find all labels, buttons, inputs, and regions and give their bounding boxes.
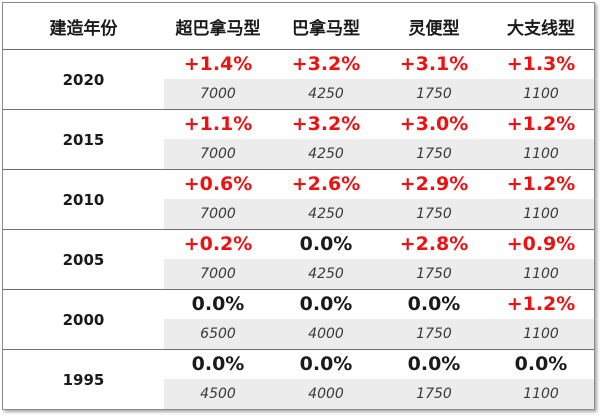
price-value: 4000 xyxy=(272,319,380,349)
price-value: 1100 xyxy=(488,379,594,409)
cell-feedermax: 0.0% 1100 xyxy=(488,349,594,409)
cell-post-panamax: +0.6% 7000 xyxy=(164,169,272,230)
table-header: 建造年份 超巴拿马型 巴拿马型 灵便型 大支线型 xyxy=(3,3,594,50)
header-post-panamax: 超巴拿马型 xyxy=(164,3,272,50)
build-year-cell: 2005 xyxy=(3,229,164,290)
percent-change: +1.2% xyxy=(488,290,594,319)
cell-handy: 0.0% 1750 xyxy=(380,289,488,350)
cell-post-panamax: +1.4% 7000 xyxy=(164,49,272,110)
price-value: 7000 xyxy=(164,139,272,169)
price-value: 1750 xyxy=(380,259,488,289)
price-value: 1750 xyxy=(380,139,488,169)
table-row: 2005 +0.2% 7000 0.0% 4250 +2.8% 1750 +0.9% 1100 xyxy=(3,229,594,290)
percent-change: 0.0% xyxy=(164,350,272,379)
price-value: 1100 xyxy=(488,79,594,109)
price-value: 4500 xyxy=(164,379,272,409)
cell-panamax: +3.2% 4250 xyxy=(272,109,380,170)
percent-change: +3.2% xyxy=(272,50,380,79)
percent-change: +1.4% xyxy=(164,50,272,79)
percent-change: 0.0% xyxy=(488,350,594,379)
build-year-cell: 2000 xyxy=(3,289,164,350)
header-feedermax: 大支线型 xyxy=(488,3,594,50)
cell-post-panamax: 0.0% 6500 xyxy=(164,289,272,350)
percent-change: +0.9% xyxy=(488,230,594,259)
price-value: 1100 xyxy=(488,259,594,289)
percent-change: +3.0% xyxy=(380,110,488,139)
price-value: 1750 xyxy=(380,319,488,349)
table-row: 2000 0.0% 6500 0.0% 4000 0.0% 1750 +1.2% 1100 xyxy=(3,289,594,350)
percent-change: +2.6% xyxy=(272,170,380,199)
header-row: 建造年份 超巴拿马型 巴拿马型 灵便型 大支线型 xyxy=(3,3,594,50)
price-value: 4250 xyxy=(272,139,380,169)
percent-change: +2.8% xyxy=(380,230,488,259)
build-year-cell: 1995 xyxy=(3,349,164,409)
table-row: 2010 +0.6% 7000 +2.6% 4250 +2.9% 1750 +1.2% 1100 xyxy=(3,169,594,230)
cell-post-panamax: +0.2% 7000 xyxy=(164,229,272,290)
header-panamax: 巴拿马型 xyxy=(272,3,380,50)
price-change-table-frame: 建造年份 超巴拿马型 巴拿马型 灵便型 大支线型 2020 +1.4% 7000 +3… xyxy=(2,2,595,410)
cell-panamax: 0.0% 4000 xyxy=(272,349,380,409)
price-value: 7000 xyxy=(164,79,272,109)
percent-change: +1.2% xyxy=(488,170,594,199)
price-value: 6500 xyxy=(164,319,272,349)
table-body: 2020 +1.4% 7000 +3.2% 4250 +3.1% 1750 +1.3% 1100… xyxy=(3,49,594,409)
cell-feedermax: +1.2% 1100 xyxy=(488,289,594,350)
price-value: 1100 xyxy=(488,139,594,169)
cell-feedermax: +1.2% 1100 xyxy=(488,109,594,170)
header-build-year: 建造年份 xyxy=(3,3,164,50)
percent-change: +1.1% xyxy=(164,110,272,139)
percent-change: 0.0% xyxy=(272,290,380,319)
cell-post-panamax: 0.0% 4500 xyxy=(164,349,272,409)
cell-feedermax: +1.3% 1100 xyxy=(488,49,594,110)
cell-post-panamax: +1.1% 7000 xyxy=(164,109,272,170)
percent-change: 0.0% xyxy=(272,350,380,379)
percent-change: 0.0% xyxy=(380,290,488,319)
cell-panamax: +2.6% 4250 xyxy=(272,169,380,230)
price-value: 1750 xyxy=(380,199,488,229)
build-year-cell: 2010 xyxy=(3,169,164,230)
cell-handy: +2.9% 1750 xyxy=(380,169,488,230)
table-row: 1995 0.0% 4500 0.0% 4000 0.0% 1750 0.0% 1100 xyxy=(3,349,594,409)
price-value: 1750 xyxy=(380,79,488,109)
table-row: 2015 +1.1% 7000 +3.2% 4250 +3.0% 1750 +1.2% 1100 xyxy=(3,109,594,170)
price-value: 1100 xyxy=(488,199,594,229)
percent-change: 0.0% xyxy=(380,350,488,379)
cell-feedermax: +1.2% 1100 xyxy=(488,169,594,230)
cell-handy: +3.0% 1750 xyxy=(380,109,488,170)
percent-change: +3.2% xyxy=(272,110,380,139)
price-change-table: 建造年份 超巴拿马型 巴拿马型 灵便型 大支线型 2020 +1.4% 7000 +3… xyxy=(3,3,594,409)
cell-handy: +2.8% 1750 xyxy=(380,229,488,290)
percent-change: +0.2% xyxy=(164,230,272,259)
cell-feedermax: +0.9% 1100 xyxy=(488,229,594,290)
cell-handy: +3.1% 1750 xyxy=(380,49,488,110)
price-value: 1750 xyxy=(380,379,488,409)
percent-change: 0.0% xyxy=(272,230,380,259)
cell-panamax: +3.2% 4250 xyxy=(272,49,380,110)
cell-panamax: 0.0% 4000 xyxy=(272,289,380,350)
percent-change: +0.6% xyxy=(164,170,272,199)
build-year-cell: 2015 xyxy=(3,109,164,170)
cell-handy: 0.0% 1750 xyxy=(380,349,488,409)
percent-change: +1.2% xyxy=(488,110,594,139)
table-row: 2020 +1.4% 7000 +3.2% 4250 +3.1% 1750 +1.3% 1100 xyxy=(3,49,594,110)
price-value: 7000 xyxy=(164,259,272,289)
percent-change: +2.9% xyxy=(380,170,488,199)
price-value: 4250 xyxy=(272,259,380,289)
price-value: 7000 xyxy=(164,199,272,229)
build-year-cell: 2020 xyxy=(3,49,164,110)
percent-change: 0.0% xyxy=(164,290,272,319)
price-value: 4250 xyxy=(272,79,380,109)
cell-panamax: 0.0% 4250 xyxy=(272,229,380,290)
percent-change: +3.1% xyxy=(380,50,488,79)
price-value: 4000 xyxy=(272,379,380,409)
percent-change: +1.3% xyxy=(488,50,594,79)
header-handy: 灵便型 xyxy=(380,3,488,50)
price-value: 4250 xyxy=(272,199,380,229)
price-value: 1100 xyxy=(488,319,594,349)
